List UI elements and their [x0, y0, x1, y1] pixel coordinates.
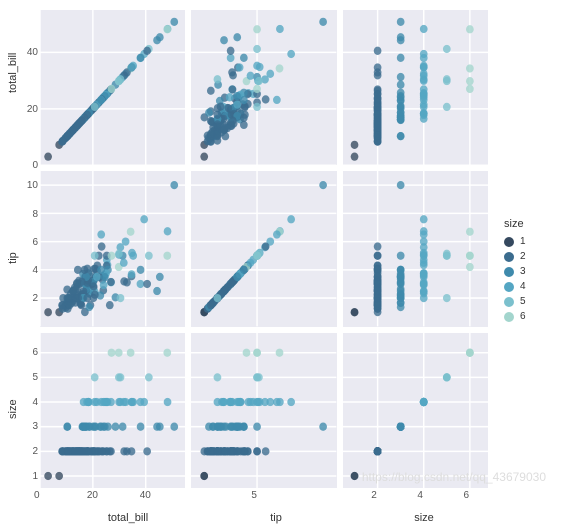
ytick-label: 2: [26, 446, 38, 457]
legend-swatch: [504, 312, 514, 322]
ytick-label: 20: [26, 104, 38, 115]
legend-label: 2: [520, 251, 526, 262]
legend-title: size: [504, 218, 566, 230]
panel-total_bill-vs-size: [343, 10, 488, 165]
panel-size-vs-tip: [191, 333, 336, 488]
panel-tip-vs-size: [343, 171, 488, 326]
legend-label: 5: [520, 296, 526, 307]
legend-item-3: 3: [504, 266, 566, 277]
ytick-label: 6: [26, 347, 38, 358]
ytick-label: 1: [26, 471, 38, 482]
xlabel-col0: total_bill: [78, 512, 178, 524]
xtick-label: 0: [34, 490, 40, 501]
panel-size-vs-size: [343, 333, 488, 488]
legend-swatch: [504, 297, 514, 307]
legend-label: 1: [520, 236, 526, 247]
legend-label: 3: [520, 266, 526, 277]
legend: size 1 2 3 4 5 6: [504, 218, 566, 326]
panel-size-vs-total_bill: [40, 333, 185, 488]
panel-grid: [40, 10, 488, 488]
ytick-label: 5: [26, 372, 38, 383]
legend-item-4: 4: [504, 281, 566, 292]
xtick-label: 5: [251, 490, 257, 501]
ylabel-row2: size: [7, 405, 19, 419]
xtick-label: 2: [371, 490, 377, 501]
xtick-label: 4: [417, 490, 423, 501]
panel-tip-vs-total_bill: [40, 171, 185, 326]
legend-swatch: [504, 252, 514, 262]
legend-item-2: 2: [504, 251, 566, 262]
xlabel-col2: size: [384, 512, 464, 524]
xlabel-col1: tip: [236, 512, 316, 524]
ytick-label: 4: [26, 265, 38, 276]
legend-swatch: [504, 267, 514, 277]
legend-swatch: [504, 237, 514, 247]
xtick-label: 6: [464, 490, 470, 501]
legend-item-5: 5: [504, 296, 566, 307]
ytick-label: 4: [26, 397, 38, 408]
legend-item-1: 1: [504, 236, 566, 247]
ytick-label: 3: [26, 421, 38, 432]
ytick-label: 8: [26, 209, 38, 220]
ytick-label: 2: [26, 293, 38, 304]
legend-label: 4: [520, 281, 526, 292]
ytick-label: 40: [26, 47, 38, 58]
panel-total_bill-vs-tip: [191, 10, 336, 165]
ytick-label: 10: [26, 180, 38, 191]
pairplot-figure: total_bill tip size total_bill tip size …: [8, 8, 566, 524]
xtick-label: 20: [87, 490, 98, 501]
legend-item-6: 6: [504, 311, 566, 322]
panel-total_bill-vs-total_bill: [40, 10, 185, 165]
legend-swatch: [504, 282, 514, 292]
ytick-label: 0: [26, 160, 38, 171]
legend-label: 6: [520, 311, 526, 322]
panel-tip-vs-tip: [191, 171, 336, 326]
ylabel-row0: total_bill: [7, 79, 19, 93]
ylabel-row1: tip: [7, 251, 19, 265]
xtick-label: 40: [140, 490, 151, 501]
ytick-label: 6: [26, 237, 38, 248]
